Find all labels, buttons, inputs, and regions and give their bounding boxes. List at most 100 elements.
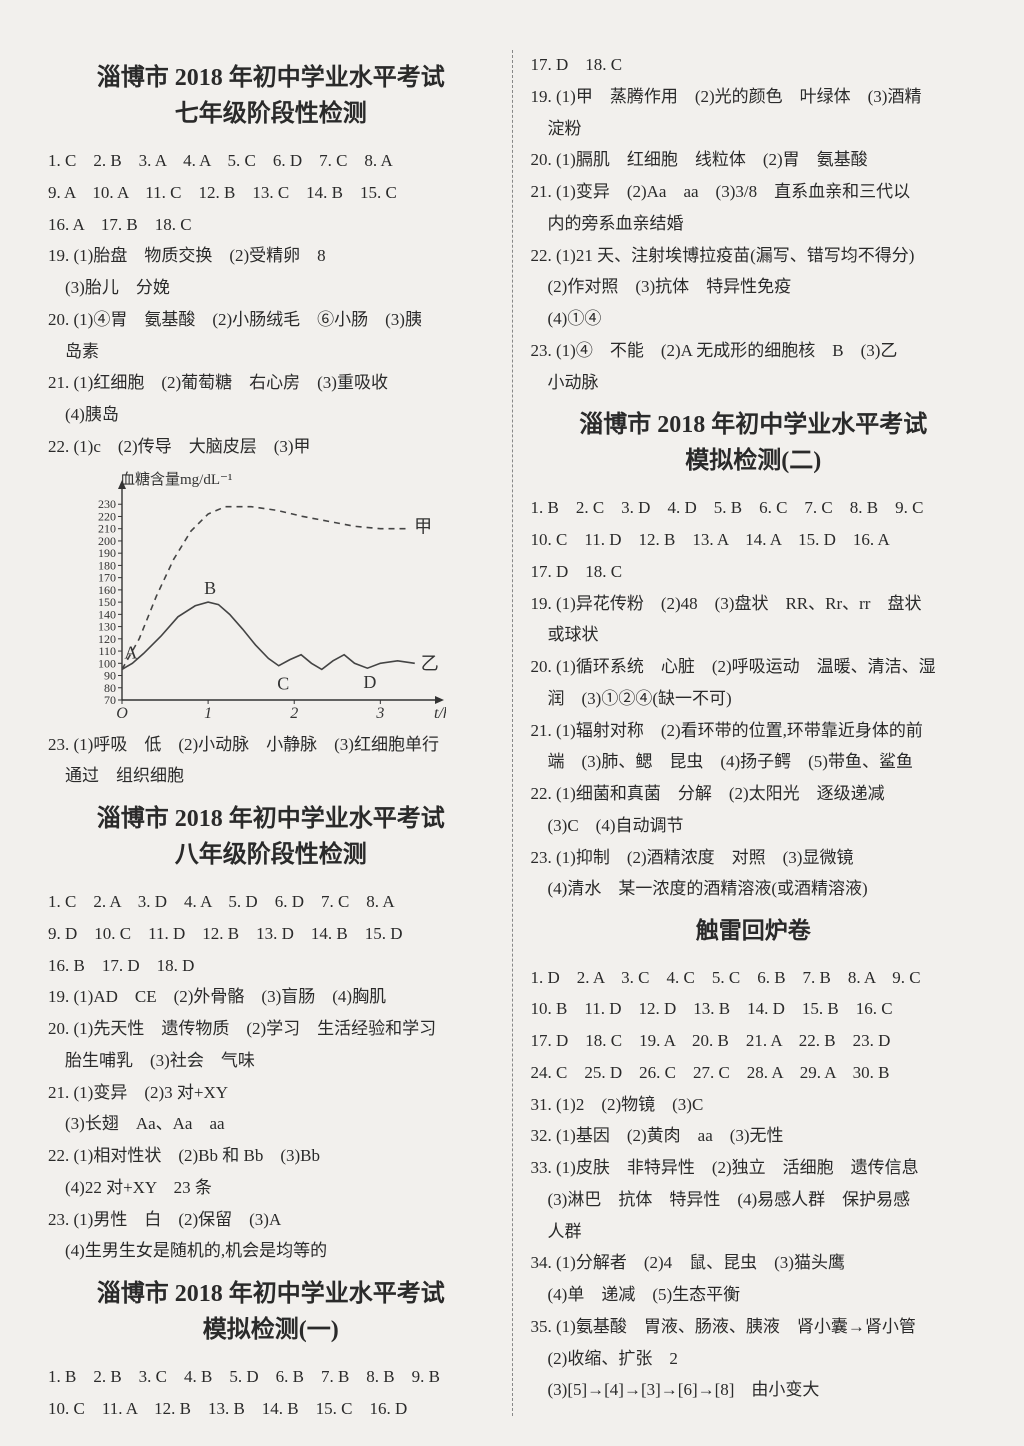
title-line-1: 淄博市 2018 年初中学业水平考试 [97,806,445,832]
answer-line: (4)单 递减 (5)生态平衡 [531,1280,977,1310]
svg-text:180: 180 [98,558,116,572]
answer-line: 17. D 18. C 19. A 20. B 21. A 22. B 23. … [531,1026,977,1056]
svg-text:120: 120 [98,631,116,645]
svg-text:O: O [116,705,128,722]
svg-text:230: 230 [98,497,116,511]
title-line-1: 淄博市 2018 年初中学业水平考试 [97,1281,445,1307]
svg-text:D: D [363,672,376,692]
title-line-1: 触雷回炉卷 [696,918,811,943]
answer-line: 19. (1)胎盘 物质交换 (2)受精卵 8 [48,241,494,271]
answer-block: 1. B 2. B 3. C 4. B 5. D 6. B 7. B 8. B … [48,1362,494,1424]
answer-line: (4)生男生女是随机的,机会是均等的 [48,1236,494,1266]
svg-text:80: 80 [104,680,116,694]
answer-line: 10. C 11. A 12. B 13. B 14. B 15. C 16. … [48,1394,494,1424]
answer-line: 23. (1)呼吸 低 (2)小动脉 小静脉 (3)红细胞单行 [48,730,494,760]
section-title: 淄博市 2018 年初中学业水平考试 七年级阶段性检测 [48,60,494,132]
answer-line: 20. (1)膈肌 红细胞 线粒体 (2)胃 氨基酸 [531,145,977,175]
svg-text:220: 220 [98,509,116,523]
svg-text:130: 130 [98,619,116,633]
svg-text:3: 3 [375,705,384,722]
answer-line: 通过 组织细胞 [48,761,494,791]
answer-line: (4)①④ [531,304,977,334]
answer-line: 20. (1)④胃 氨基酸 (2)小肠绒毛 ⑥小肠 (3)胰 [48,305,494,335]
answer-line: 23. (1)男性 白 (2)保留 (3)A [48,1205,494,1235]
answer-line: 21. (1)红细胞 (2)葡萄糖 右心房 (3)重吸收 [48,368,494,398]
answer-line: 端 (3)肺、鳃 昆虫 (4)扬子鳄 (5)带鱼、鲨鱼 [531,747,977,777]
answer-line: 34. (1)分解者 (2)4 鼠、昆虫 (3)猫头鹰 [531,1248,977,1278]
answer-line: 17. D 18. C [531,50,977,80]
answer-block: 1. C 2. A 3. D 4. A 5. D 6. D 7. C 8. A9… [48,887,494,1266]
title-line-1: 淄博市 2018 年初中学业水平考试 [579,412,927,438]
answer-line: (2)收缩、扩张 2 [531,1344,977,1374]
answer-line: 21. (1)辐射对称 (2)看环带的位置,环带靠近身体的前 [531,716,977,746]
answer-line: (2)作对照 (3)抗体 特异性免疫 [531,272,977,302]
answer-line: 22. (1)21 天、注射埃博拉疫苗(漏写、错写均不得分) [531,241,977,271]
answer-block: 1. C 2. B 3. A 4. A 5. C 6. D 7. C 8. A9… [48,146,494,462]
svg-text:170: 170 [98,570,116,584]
section-title: 淄博市 2018 年初中学业水平考试 八年级阶段性检测 [48,801,494,873]
answer-line: (4)22 对+XY 23 条 [48,1173,494,1203]
svg-text:A: A [124,642,137,662]
answer-line: (4)胰岛 [48,400,494,430]
answer-line: 32. (1)基因 (2)黄肉 aa (3)无性 [531,1121,977,1151]
section-title: 触雷回炉卷 [531,914,977,949]
answer-line: 21. (1)变异 (2)Aa aa (3)3/8 直系血亲和三代以 [531,177,977,207]
answer-line: (3)C (4)自动调节 [531,811,977,841]
answer-line: 淀粉 [531,114,977,144]
answer-line: 20. (1)循环系统 心脏 (2)呼吸运动 温暖、清洁、湿 [531,652,977,682]
svg-text:1: 1 [204,705,212,722]
answer-line: 1. B 2. B 3. C 4. B 5. D 6. B 7. B 8. B … [48,1362,494,1392]
answer-line: (3)长翅 Aa、Aa aa [48,1109,494,1139]
answer-line: 22. (1)细菌和真菌 分解 (2)太阳光 逐级递减 [531,779,977,809]
answer-line: 或球状 [531,620,977,650]
svg-text:190: 190 [98,546,116,560]
svg-text:2: 2 [290,705,298,722]
answer-line: 23. (1)抑制 (2)酒精浓度 对照 (3)显微镜 [531,843,977,873]
answer-line: 润 (3)①②④(缺一不可) [531,684,977,714]
svg-text:210: 210 [98,521,116,535]
answer-line: 19. (1)甲 蒸腾作用 (2)光的颜色 叶绿体 (3)酒精 [531,82,977,112]
blood-sugar-chart: 血糖含量mg/dL⁻¹70809010011012013014015016017… [66,468,446,728]
answer-line: (3)淋巴 抗体 特异性 (4)易感人群 保护易感 [531,1185,977,1215]
answer-line: 1. C 2. A 3. D 4. A 5. D 6. D 7. C 8. A [48,887,494,917]
page-container: 淄博市 2018 年初中学业水平考试 七年级阶段性检测 1. C 2. B 3.… [30,50,994,1416]
answer-line: 人群 [531,1217,977,1247]
answer-line: 20. (1)先天性 遗传物质 (2)学习 生活经验和学习 [48,1014,494,1044]
svg-text:乙: 乙 [421,653,439,673]
answer-line: 31. (1)2 (2)物镜 (3)C [531,1090,977,1120]
answer-line: 35. (1)氨基酸 胃液、肠液、胰液 肾小囊→肾小管 [531,1312,977,1342]
left-column: 淄博市 2018 年初中学业水平考试 七年级阶段性检测 1. C 2. B 3.… [30,50,513,1416]
answer-block: 1. B 2. C 3. D 4. D 5. B 6. C 7. C 8. B … [531,493,977,904]
answer-line: 33. (1)皮肤 非特异性 (2)独立 活细胞 遗传信息 [531,1153,977,1183]
chart-svg: 血糖含量mg/dL⁻¹70809010011012013014015016017… [66,468,446,728]
svg-text:70: 70 [104,693,116,707]
answer-line: 内的旁系血亲结婚 [531,209,977,239]
answer-line: 1. C 2. B 3. A 4. A 5. C 6. D 7. C 8. A [48,146,494,176]
answer-line: 24. C 25. D 26. C 27. C 28. A 29. A 30. … [531,1058,977,1088]
answer-line: 9. A 10. A 11. C 12. B 13. C 14. B 15. C [48,178,494,208]
title-line-2: 模拟检测(一) [203,1317,339,1343]
answer-line: 岛素 [48,337,494,367]
title-line-2: 七年级阶段性检测 [175,101,367,127]
svg-text:血糖含量mg/dL⁻¹: 血糖含量mg/dL⁻¹ [120,471,232,488]
answer-line: (3)[5]→[4]→[3]→[6]→[8] 由小变大 [531,1375,977,1405]
answer-line: 17. D 18. C [531,557,977,587]
answer-line: 16. B 17. D 18. D [48,951,494,981]
title-line-2: 八年级阶段性检测 [175,842,367,868]
svg-text:140: 140 [98,607,116,621]
answer-line: 1. D 2. A 3. C 4. C 5. C 6. B 7. B 8. A … [531,963,977,993]
answer-line: 22. (1)c (2)传导 大脑皮层 (3)甲 [48,432,494,462]
answer-line: 23. (1)④ 不能 (2)A 无成形的细胞核 B (3)乙 [531,336,977,366]
right-column: 17. D 18. C19. (1)甲 蒸腾作用 (2)光的颜色 叶绿体 (3)… [513,50,995,1416]
title-line-2: 模拟检测(二) [685,448,821,474]
svg-text:100: 100 [98,656,116,670]
answer-line: 胎生哺乳 (3)社会 气味 [48,1046,494,1076]
svg-text:t/h: t/h [434,705,446,722]
answer-line: (4)清水 某一浓度的酒精溶液(或酒精溶液) [531,874,977,904]
svg-text:90: 90 [104,668,116,682]
title-line-1: 淄博市 2018 年初中学业水平考试 [97,65,445,91]
svg-text:C: C [277,673,289,693]
answer-line: (3)胎儿 分娩 [48,273,494,303]
answer-line: 1. B 2. C 3. D 4. D 5. B 6. C 7. C 8. B … [531,493,977,523]
svg-text:200: 200 [98,533,116,547]
